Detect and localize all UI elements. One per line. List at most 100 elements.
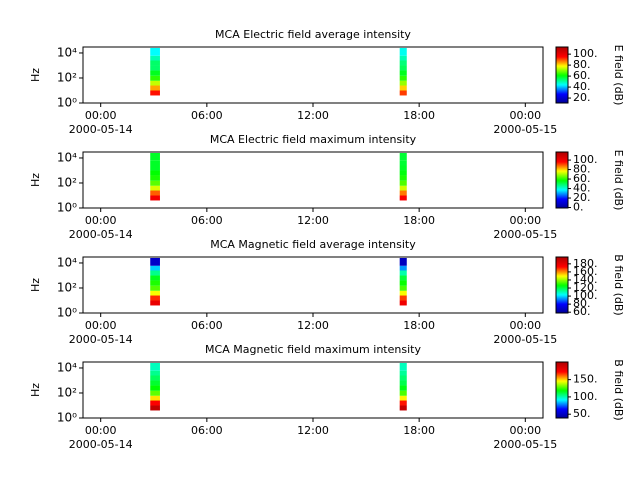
colorbar-swatch <box>556 367 568 369</box>
x-tick-date: 2000-05-14 <box>69 438 133 451</box>
colorbar-swatch <box>556 198 568 200</box>
spectrogram-cell <box>399 295 407 301</box>
x-tick-label: 00:00 <box>85 319 117 332</box>
colorbar-tick-label: 100. <box>573 47 598 60</box>
colorbar-label: B field (dB) <box>612 254 625 315</box>
colorbar-swatch <box>556 411 568 413</box>
y-tick-label: 10⁰ <box>57 201 77 215</box>
spectrogram-cell <box>399 185 407 191</box>
colorbar-swatch <box>556 72 568 74</box>
colorbar-swatch <box>556 80 568 82</box>
colorbar-swatch <box>556 154 568 156</box>
colorbar-swatch <box>556 388 568 390</box>
colorbar-swatch <box>556 380 568 382</box>
colorbar-swatch <box>556 182 568 184</box>
colorbar-swatch <box>556 390 568 392</box>
colorbar-swatch <box>556 273 568 275</box>
colorbar-swatch <box>556 55 568 57</box>
colorbar-swatch <box>556 171 568 173</box>
colorbar-swatch <box>556 303 568 305</box>
x-tick-label: 06:00 <box>191 319 223 332</box>
spectrogram-cell <box>150 152 160 161</box>
spectrogram-cell <box>399 285 407 291</box>
colorbar-swatch <box>556 67 568 69</box>
colorbar-swatch <box>556 58 568 60</box>
colorbar-tick-label: 120. <box>573 281 598 294</box>
colorbar-swatch <box>556 183 568 185</box>
colorbar-swatch <box>556 61 568 63</box>
colorbar-swatch <box>556 300 568 302</box>
colorbar-swatch <box>556 179 568 181</box>
spectrogram-cell <box>150 257 160 266</box>
spectrogram-cell <box>399 190 407 196</box>
colorbar-swatch <box>556 176 568 178</box>
colorbar-swatch <box>556 286 568 288</box>
colorbar-swatch <box>556 158 568 160</box>
colorbar-swatch <box>556 415 568 417</box>
colorbar-swatch <box>556 416 568 418</box>
colorbar-swatch <box>556 266 568 268</box>
colorbar-swatch <box>556 281 568 283</box>
colorbar-swatch <box>556 275 568 277</box>
spectrogram-cell <box>150 165 160 171</box>
colorbar-swatch <box>556 394 568 396</box>
spectrogram-cell <box>150 362 160 371</box>
colorbar-swatch <box>556 257 568 259</box>
y-tick-label: 10⁰ <box>57 411 77 425</box>
y-tick-label: 10² <box>57 70 77 84</box>
y-tick-label: 10⁴ <box>57 45 77 59</box>
colorbar-swatch <box>556 384 568 386</box>
colorbar-swatch <box>556 398 568 400</box>
colorbar-swatch <box>556 170 568 172</box>
spectrogram-cell <box>150 375 160 381</box>
colorbar-swatch <box>556 200 568 202</box>
colorbar-swatch <box>556 178 568 180</box>
spectrogram-cell <box>399 395 407 401</box>
colorbar-swatch <box>556 292 568 294</box>
x-tick-label: 12:00 <box>297 109 329 122</box>
colorbar-swatch <box>556 262 568 264</box>
colorbar-swatch <box>556 397 568 399</box>
colorbar-swatch <box>556 156 568 158</box>
colorbar-swatch <box>556 278 568 280</box>
colorbar-swatch <box>556 193 568 195</box>
colorbar-swatch <box>556 65 568 67</box>
colorbar-swatch <box>556 49 568 51</box>
colorbar-swatch <box>556 282 568 284</box>
panel-title: MCA Electric field average intensity <box>215 28 411 41</box>
colorbar-swatch <box>556 302 568 304</box>
colorbar-swatch <box>556 372 568 374</box>
colorbar-swatch <box>556 53 568 55</box>
colorbar-swatch <box>556 379 568 381</box>
spectrogram-cell <box>399 280 407 286</box>
spectrogram-cell <box>399 152 407 161</box>
colorbar-swatch <box>556 71 568 73</box>
colorbar-swatch <box>556 180 568 182</box>
colorbar-swatch <box>556 268 568 270</box>
colorbar-swatch <box>556 370 568 372</box>
colorbar-swatch <box>556 403 568 405</box>
y-axis-label: Hz <box>29 278 42 292</box>
colorbar-swatch <box>556 85 568 87</box>
colorbar-swatch <box>556 54 568 56</box>
colorbar-swatch <box>556 93 568 95</box>
colorbar-swatch <box>556 261 568 263</box>
colorbar-swatch <box>556 74 568 76</box>
colorbar-swatch <box>556 259 568 261</box>
y-axis-label: Hz <box>29 173 42 187</box>
spectrogram-cell <box>150 55 160 61</box>
colorbar-tick-label: 40. <box>573 80 591 93</box>
colorbar-swatch <box>556 375 568 377</box>
colorbar-swatch <box>556 386 568 388</box>
x-tick-label: 12:00 <box>297 214 329 227</box>
colorbar-swatch <box>556 288 568 290</box>
colorbar-swatch <box>556 374 568 376</box>
colorbar-swatch <box>556 369 568 371</box>
colorbar-swatch <box>556 408 568 410</box>
colorbar-frame <box>555 361 569 419</box>
colorbar-swatch <box>556 389 568 391</box>
colorbar-swatch <box>556 82 568 84</box>
colorbar-tick-label: 20. <box>573 191 591 204</box>
x-tick-label: 00:00 <box>509 109 541 122</box>
colorbar-swatch <box>556 90 568 92</box>
